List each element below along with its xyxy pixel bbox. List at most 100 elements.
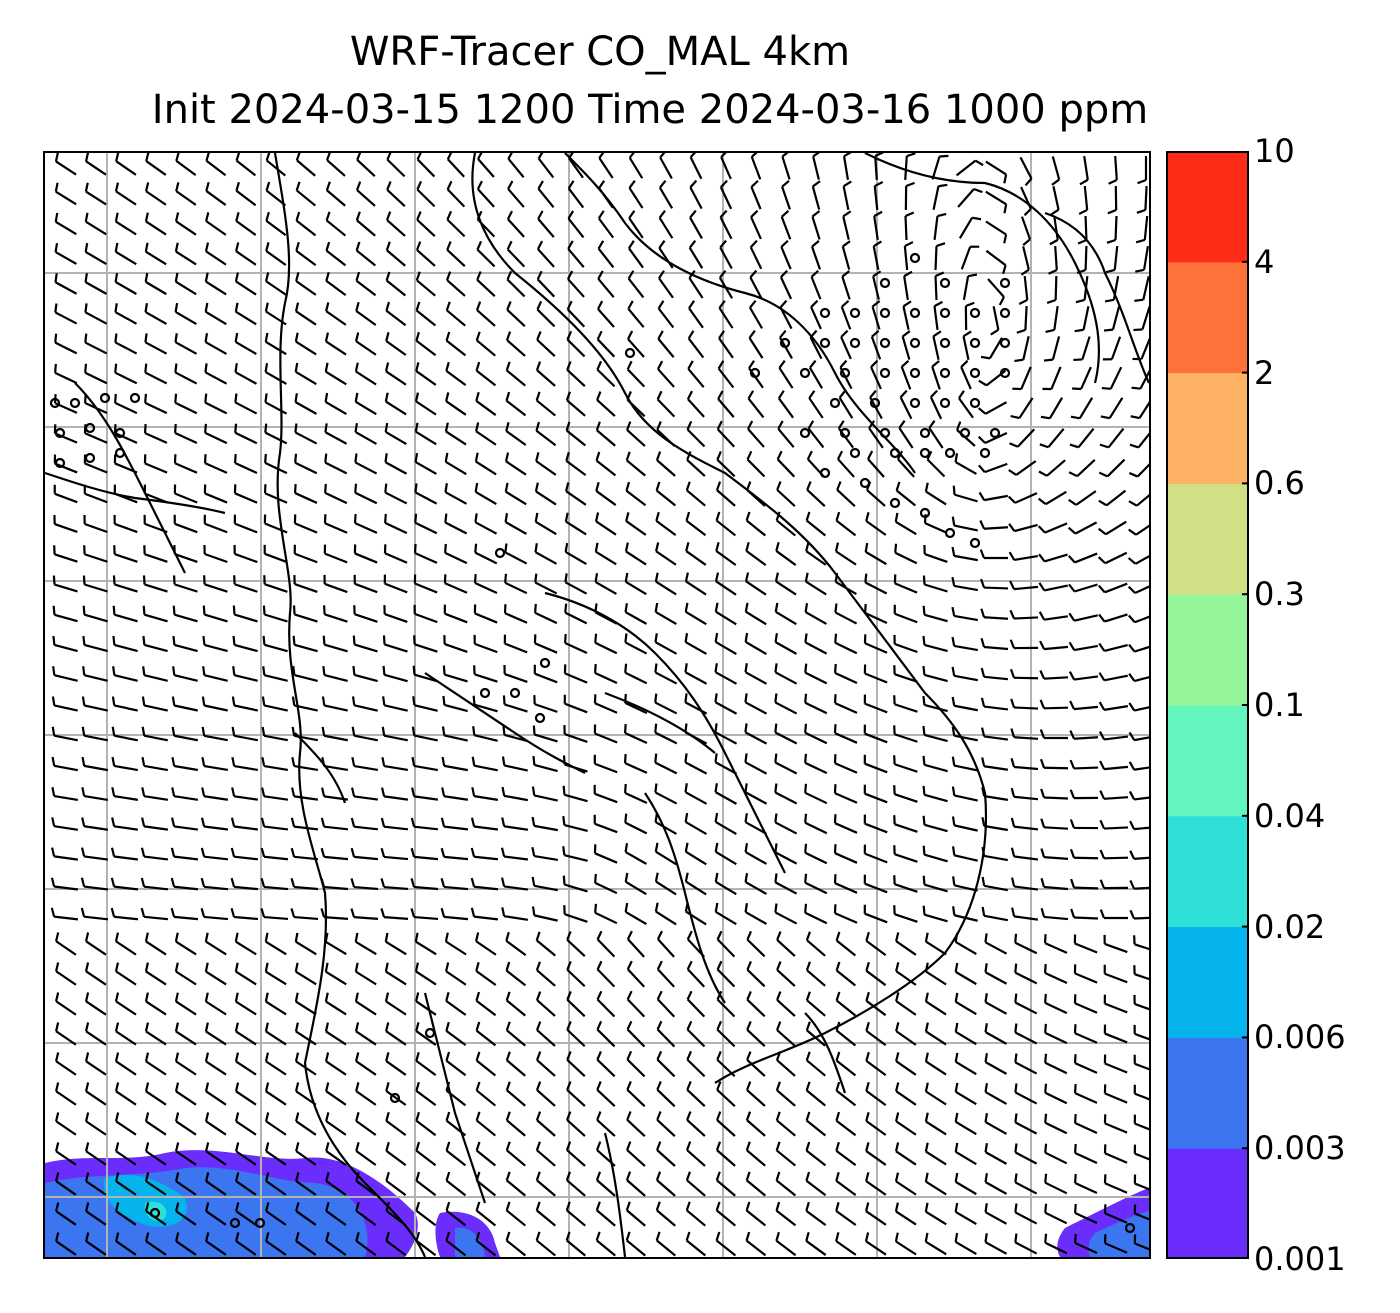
- wind-barb: [324, 932, 347, 956]
- wind-barb: [1074, 1173, 1098, 1195]
- wind-barb: [1105, 245, 1119, 274]
- wind-barb: [82, 635, 108, 653]
- wind-barb: [355, 1082, 377, 1106]
- wind-barb: [142, 605, 168, 623]
- wind-barb: [445, 1081, 467, 1107]
- wind-barb: [325, 302, 347, 326]
- wind-barb: [505, 1171, 526, 1197]
- wind-barb: [744, 723, 768, 745]
- wind-barb: [85, 1172, 107, 1196]
- colorbar-tick-label: 10: [1254, 132, 1295, 170]
- wind-barb: [924, 1112, 947, 1136]
- wind-barb: [175, 1232, 197, 1256]
- wind-barb: [323, 574, 348, 594]
- wind-barb: [951, 576, 979, 592]
- wind-barb: [714, 842, 737, 866]
- colorbar-band: [1166, 1148, 1249, 1259]
- wind-barb: [265, 242, 287, 266]
- wind-barb: [863, 844, 888, 864]
- wind-barb: [414, 452, 437, 475]
- wind-barb: [1038, 553, 1068, 563]
- wind-barb: [204, 423, 228, 445]
- wind-barb: [714, 753, 738, 775]
- wind-barb: [355, 211, 376, 237]
- wind-barb: [504, 573, 528, 595]
- wind-barb: [1014, 1023, 1038, 1045]
- wind-barb: [774, 843, 798, 865]
- wind-barb: [442, 695, 468, 713]
- calm-wind-marker: [879, 367, 891, 379]
- wind-barb: [747, 420, 765, 448]
- wind-barb: [567, 210, 585, 239]
- wind-barb: [174, 212, 197, 236]
- wind-barb: [1127, 555, 1149, 565]
- wind-barb: [977, 431, 1008, 445]
- wind-barb: [1102, 336, 1122, 361]
- wind-barb: [410, 847, 439, 861]
- wind-barb: [204, 1112, 227, 1136]
- wind-barb: [264, 962, 287, 986]
- wind-barb: [687, 360, 705, 388]
- wind-barb: [924, 482, 947, 506]
- wind-barb: [922, 875, 948, 893]
- wind-barb: [893, 815, 918, 833]
- wind-barb: [654, 842, 677, 866]
- wind-barb: [658, 179, 674, 209]
- wind-barb: [231, 726, 258, 742]
- wind-barb: [1014, 1053, 1038, 1075]
- wind-barb: [80, 907, 109, 921]
- wind-barb: [113, 545, 138, 563]
- wind-barb: [1010, 847, 1039, 861]
- coastline: [603, 1132, 627, 1257]
- wind-barb: [1098, 701, 1129, 711]
- calm-wind-marker: [149, 1207, 161, 1219]
- wind-barb: [836, 481, 856, 507]
- wind-barb: [83, 545, 108, 563]
- wind-barb: [174, 1022, 197, 1046]
- wind-barb: [82, 666, 108, 682]
- wind-barb: [1039, 670, 1069, 680]
- wind-barb: [1014, 1143, 1038, 1165]
- wind-barb: [265, 181, 287, 207]
- wind-barb: [563, 633, 588, 654]
- wind-barb: [382, 665, 408, 683]
- wind-barb: [474, 452, 497, 476]
- wind-barb: [865, 1202, 887, 1226]
- wind-barb: [1103, 1024, 1128, 1044]
- wind-barb: [1018, 275, 1029, 305]
- wind-barb: [1068, 583, 1098, 593]
- wind-barb: [143, 484, 168, 504]
- wind-barb: [111, 756, 139, 772]
- wind-barb: [53, 424, 78, 444]
- wind-barb: [55, 1112, 77, 1136]
- colorbar-tick-label: 0.001: [1254, 1240, 1346, 1278]
- wind-barb: [354, 962, 377, 986]
- wind-barb: [833, 874, 858, 894]
- wind-barb: [85, 1232, 107, 1256]
- wind-barb: [565, 1141, 586, 1167]
- wind-barb: [870, 359, 882, 390]
- wind-barb: [775, 511, 797, 537]
- wind-barb: [960, 359, 972, 390]
- wind-barb: [716, 960, 736, 988]
- wind-barb: [145, 153, 167, 176]
- coastline: [644, 792, 726, 1004]
- wind-barb: [623, 723, 648, 744]
- wind-barb: [833, 754, 858, 774]
- wind-barb: [295, 181, 317, 207]
- wind-barb: [685, 1141, 706, 1167]
- wind-barb: [1008, 460, 1037, 476]
- wind-barb: [564, 542, 587, 566]
- wind-barb: [1133, 1234, 1149, 1251]
- wind-barb: [1098, 458, 1126, 478]
- wind-barb: [749, 269, 763, 300]
- wind-barb: [720, 153, 732, 180]
- wind-barb: [200, 847, 229, 861]
- wind-barb: [776, 1021, 796, 1047]
- wind-barb: [716, 1020, 736, 1048]
- wind-barb: [656, 1111, 676, 1137]
- wind-barb: [775, 1201, 797, 1227]
- wind-barb: [264, 332, 287, 356]
- wind-barb: [1039, 428, 1065, 449]
- calm-wind-marker: [999, 277, 1011, 289]
